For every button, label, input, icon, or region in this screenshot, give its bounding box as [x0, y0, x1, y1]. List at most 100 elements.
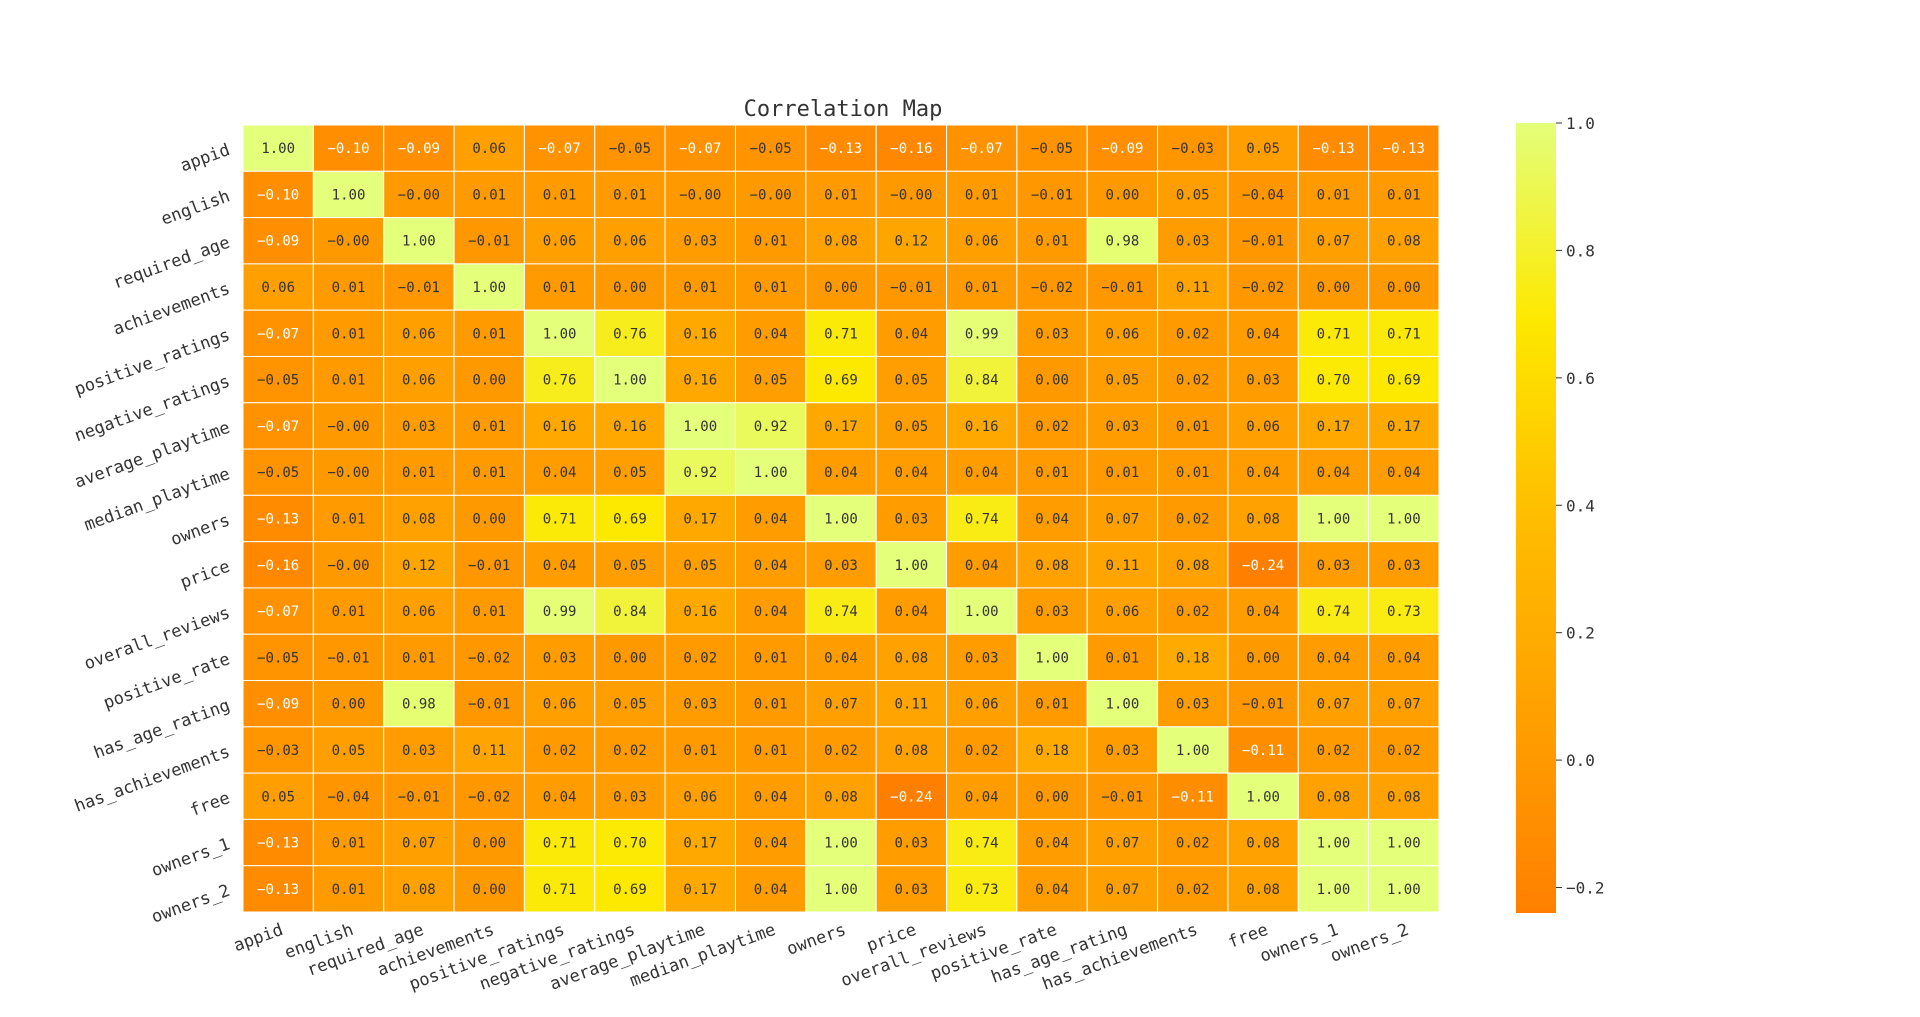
- x-tick-label: owners_2: [1328, 920, 1412, 967]
- heatmap-cell-value: 0.06: [472, 141, 506, 157]
- heatmap-cell: [875, 448, 948, 496]
- y-tick-label: owners: [168, 510, 233, 550]
- heatmap-cell-value: 0.00: [472, 512, 506, 528]
- heatmap-cell-value: 0.11: [1106, 558, 1140, 574]
- heatmap-cell-value: 0.03: [824, 558, 858, 574]
- heatmap-cell: [875, 263, 948, 311]
- heatmap-cell-value: 0.05: [332, 743, 366, 759]
- heatmap-cell: [1086, 355, 1159, 404]
- heatmap-cell-value: 0.06: [402, 373, 436, 389]
- heatmap-cell-value: 1.00: [1387, 836, 1421, 852]
- heatmap-cell-value: 0.74: [824, 604, 858, 620]
- heatmap-cell-value: 0.03: [1317, 558, 1351, 574]
- heatmap-cell: [1297, 217, 1370, 265]
- colorbar-tick-label: 0.8: [1566, 241, 1595, 260]
- heatmap-cell-value: −0.01: [1242, 697, 1284, 713]
- heatmap-cell: [946, 541, 1018, 589]
- heatmap-cell-value: 0.01: [543, 280, 577, 296]
- x-tick-label: appid: [231, 920, 286, 956]
- heatmap-cell-value: 0.00: [824, 280, 858, 296]
- heatmap-cell: [1297, 680, 1370, 728]
- heatmap-cell-value: 0.69: [613, 882, 647, 898]
- heatmap-cell-value: 1.00: [824, 836, 858, 852]
- heatmap-cell: [312, 217, 385, 265]
- heatmap-cell-value: 0.01: [1387, 187, 1421, 203]
- heatmap-cell-value: 1.00: [261, 141, 295, 157]
- heatmap-cell-value: 0.73: [965, 882, 999, 898]
- heatmap-cell: [312, 726, 385, 774]
- heatmap-cell: [1297, 263, 1370, 311]
- heatmap-cell-value: −0.09: [1101, 141, 1143, 157]
- heatmap-cell-value: 0.02: [1317, 743, 1351, 759]
- heatmap-cell: [594, 865, 666, 913]
- heatmap-cell-value: 0.03: [613, 789, 647, 805]
- heatmap-cell: [734, 680, 807, 728]
- heatmap-cell-value: 0.16: [683, 373, 717, 389]
- heatmap-cell: [946, 587, 1018, 635]
- heatmap-cell-value: −0.07: [679, 141, 721, 157]
- heatmap-cell-value: −0.00: [679, 187, 721, 203]
- heatmap-cell-value: 0.01: [332, 280, 366, 296]
- heatmap-cell: [453, 680, 525, 728]
- heatmap-cell-value: 0.01: [965, 187, 999, 203]
- heatmap-cell: [875, 355, 948, 404]
- heatmap-cell-value: 0.00: [1317, 280, 1351, 296]
- heatmap-cell-value: −0.13: [257, 512, 299, 528]
- heatmap-cell: [946, 170, 1018, 219]
- heatmap-cell-value: 1.00: [1317, 512, 1351, 528]
- heatmap-cell-value: 0.04: [543, 789, 577, 805]
- heatmap-cell-value: 0.69: [824, 373, 858, 389]
- heatmap-cell-value: −0.05: [1031, 141, 1073, 157]
- heatmap-cell: [946, 818, 1018, 867]
- heatmap-cell-value: 0.06: [261, 280, 295, 296]
- heatmap-cell-value: 0.00: [613, 650, 647, 666]
- heatmap-cell: [805, 633, 877, 682]
- heatmap-cell-value: 0.01: [1106, 465, 1140, 481]
- heatmap-cell-value: 0.02: [543, 743, 577, 759]
- heatmap-cell: [594, 124, 666, 172]
- heatmap-cell: [1297, 865, 1370, 913]
- heatmap-cell: [383, 448, 455, 496]
- heatmap-cell-value: 0.06: [543, 234, 577, 250]
- heatmap-cell: [1297, 124, 1370, 172]
- heatmap-cell-value: 0.17: [824, 419, 858, 435]
- heatmap-cells: 1.00 −0.10 −0.09 0.06 −0.07 −0.05 −0.07 −0.05 −0…: [242, 124, 1440, 913]
- heatmap-cell: [453, 633, 525, 682]
- heatmap-cell-value: 0.74: [965, 836, 999, 852]
- heatmap-cell-value: 0.01: [683, 743, 717, 759]
- heatmap-cell-value: 0.05: [261, 789, 295, 805]
- heatmap-cell-value: 0.06: [1246, 419, 1280, 435]
- heatmap-cell: [946, 726, 1018, 774]
- heatmap-cell: [734, 263, 807, 311]
- heatmap-cell: [383, 402, 455, 450]
- heatmap-cell-value: 0.76: [543, 373, 577, 389]
- heatmap-cell: [312, 772, 385, 820]
- heatmap-cell-value: 1.00: [1387, 882, 1421, 898]
- x-tick-label: owners_1: [1257, 920, 1341, 967]
- heatmap-cell: [1086, 772, 1159, 820]
- heatmap-cell-value: 0.02: [1176, 604, 1210, 620]
- heatmap-cell: [312, 448, 385, 496]
- y-tick-label: free: [187, 788, 232, 821]
- heatmap-cell-value: −0.13: [820, 141, 862, 157]
- heatmap-cell-value: 0.01: [332, 373, 366, 389]
- heatmap-cell-value: 0.03: [1176, 697, 1210, 713]
- heatmap-cell-value: 1.00: [754, 465, 788, 481]
- heatmap-cell-value: 0.03: [894, 512, 928, 528]
- heatmap-cell: [242, 170, 314, 219]
- heatmap-cell: [1086, 263, 1159, 311]
- heatmap-cell: [734, 772, 807, 820]
- heatmap-cell: [946, 494, 1018, 543]
- heatmap-cell: [875, 865, 948, 913]
- heatmap-cell-value: −0.13: [257, 882, 299, 898]
- heatmap-cell: [1157, 170, 1229, 219]
- heatmap-cell: [312, 865, 385, 913]
- heatmap-cell-value: 0.17: [683, 882, 717, 898]
- heatmap-cell-value: 0.00: [1387, 280, 1421, 296]
- heatmap-cell-value: −0.13: [1312, 141, 1354, 157]
- y-tick-label: english: [159, 186, 233, 229]
- heatmap-cell: [1227, 309, 1299, 357]
- heatmap-cell-value: −0.00: [890, 187, 932, 203]
- heatmap-cell-value: 0.71: [1387, 326, 1421, 342]
- heatmap-cell: [875, 818, 948, 867]
